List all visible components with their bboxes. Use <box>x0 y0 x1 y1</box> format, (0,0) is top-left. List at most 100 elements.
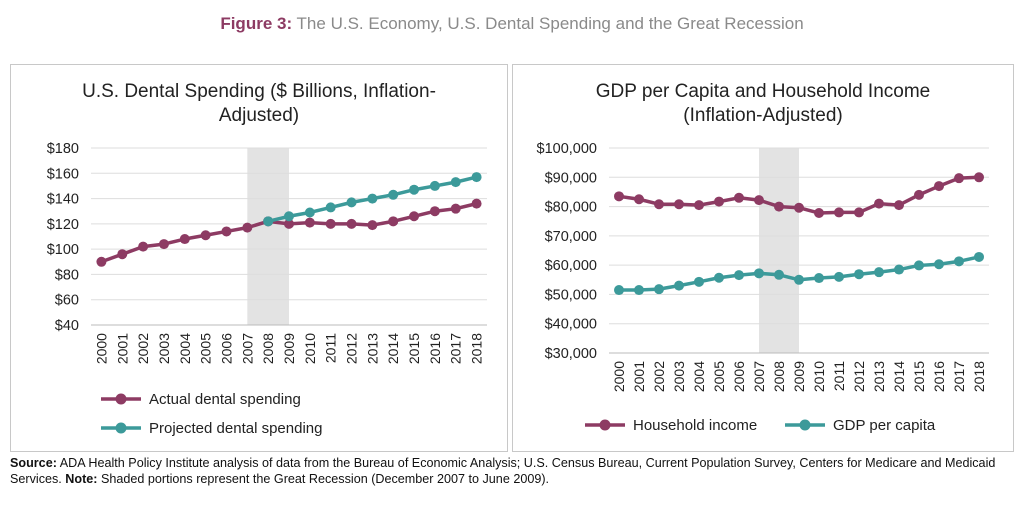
data-point <box>854 207 864 218</box>
x-tick-label: 2018 <box>971 361 987 392</box>
x-tick-label: 2015 <box>911 361 927 392</box>
y-tick-label: $60,000 <box>545 258 597 274</box>
data-point <box>450 177 461 188</box>
data-point <box>814 208 824 219</box>
data-point <box>346 218 357 229</box>
data-point <box>774 201 784 212</box>
x-tick-label: 2001 <box>114 333 130 364</box>
x-tick-label: 2005 <box>198 333 214 364</box>
y-tick-label: $60 <box>55 293 79 309</box>
figure-title: Figure 3: The U.S. Economy, U.S. Dental … <box>0 14 1024 34</box>
data-point <box>284 218 294 229</box>
legend-label: Household income <box>633 417 757 434</box>
x-tick-label: 2000 <box>611 361 627 392</box>
chart-title-line: GDP per Capita and Household Income <box>596 81 930 102</box>
y-tick-label: $180 <box>47 141 79 157</box>
x-tick-label: 2012 <box>851 361 867 392</box>
x-tick-label: 2011 <box>323 333 339 363</box>
data-point <box>284 211 294 222</box>
source-label: Source: <box>10 456 57 470</box>
x-tick-label: 2017 <box>951 361 967 392</box>
data-point <box>614 191 624 202</box>
data-point <box>325 218 336 229</box>
data-point <box>934 181 944 192</box>
data-point <box>263 216 274 227</box>
data-point <box>934 259 944 270</box>
legend-label: Actual dental spending <box>149 391 301 408</box>
x-tick-label: 2002 <box>651 361 667 392</box>
x-tick-label: 2014 <box>891 361 907 392</box>
y-tick-label: $70,000 <box>545 229 597 245</box>
y-tick-label: $80,000 <box>545 200 597 216</box>
data-point <box>221 226 232 237</box>
data-point <box>242 222 253 233</box>
y-tick-label: $100 <box>47 242 79 258</box>
y-tick-label: $30,000 <box>545 346 597 362</box>
data-point <box>158 239 169 250</box>
note-text: Shaded portions represent the Great Rece… <box>100 472 550 486</box>
data-point <box>814 273 824 284</box>
y-tick-label: $80 <box>55 267 79 283</box>
figure-title-text: The U.S. Economy, U.S. Dental Spending a… <box>296 14 804 33</box>
gdp-income-panel: GDP per Capita and Household Income (Infl… <box>512 64 1014 452</box>
data-point <box>367 220 378 231</box>
x-tick-label: 2016 <box>427 333 443 364</box>
y-tick-label: $120 <box>47 217 79 233</box>
data-point <box>834 207 844 218</box>
dental-spending-chart: U.S. Dental Spending ($ Billions, Inflat… <box>47 81 487 437</box>
data-point <box>714 196 724 207</box>
data-point <box>614 285 624 296</box>
data-point <box>674 199 684 210</box>
source-text: ADA Health Policy Institute analysis of … <box>10 456 996 486</box>
x-tick-label: 2015 <box>406 333 422 364</box>
x-tick-label: 2000 <box>93 333 109 364</box>
x-tick-label: 2006 <box>731 361 747 392</box>
x-tick-label: 2013 <box>871 361 887 392</box>
y-tick-label: $160 <box>47 166 79 182</box>
data-point <box>754 268 764 279</box>
data-point <box>654 284 664 295</box>
chart-title-line: Adjusted) <box>219 105 299 126</box>
legend-marker <box>115 393 127 405</box>
data-point <box>471 198 482 209</box>
y-tick-label: $50,000 <box>545 287 597 303</box>
gdp-income-chart: GDP per Capita and Household Income (Infl… <box>537 81 989 434</box>
data-point <box>794 202 804 213</box>
data-point <box>794 274 804 285</box>
x-tick-label: 2011 <box>831 361 847 391</box>
dental-spending-panel: U.S. Dental Spending ($ Billions, Inflat… <box>10 64 508 452</box>
data-point <box>138 241 149 252</box>
x-tick-label: 2008 <box>260 333 276 364</box>
data-point <box>874 198 884 209</box>
data-point <box>834 271 844 282</box>
data-point <box>117 249 128 260</box>
data-point <box>674 280 684 291</box>
data-point <box>200 230 211 241</box>
data-point <box>96 256 107 267</box>
data-point <box>304 217 315 228</box>
data-point <box>894 264 904 275</box>
x-tick-label: 2010 <box>302 333 318 364</box>
x-tick-label: 2006 <box>218 333 234 364</box>
data-point <box>325 202 336 213</box>
data-point <box>471 172 482 183</box>
data-point <box>874 267 884 278</box>
x-tick-label: 2002 <box>135 333 151 364</box>
data-point <box>654 199 664 210</box>
x-tick-label: 2009 <box>791 361 807 392</box>
chart-title-line: U.S. Dental Spending ($ Billions, Inflat… <box>82 81 436 102</box>
data-point <box>304 207 315 218</box>
data-point <box>634 194 644 205</box>
data-point <box>914 260 924 271</box>
x-tick-label: 2003 <box>156 333 172 364</box>
x-tick-label: 2007 <box>239 333 255 364</box>
x-tick-label: 2008 <box>771 361 787 392</box>
data-point <box>179 234 190 245</box>
data-point <box>388 216 399 227</box>
x-tick-label: 2017 <box>448 333 464 364</box>
data-point <box>734 192 744 203</box>
data-point <box>450 203 461 214</box>
data-point <box>914 189 924 200</box>
y-tick-label: $40,000 <box>545 317 597 333</box>
data-point <box>714 272 724 283</box>
